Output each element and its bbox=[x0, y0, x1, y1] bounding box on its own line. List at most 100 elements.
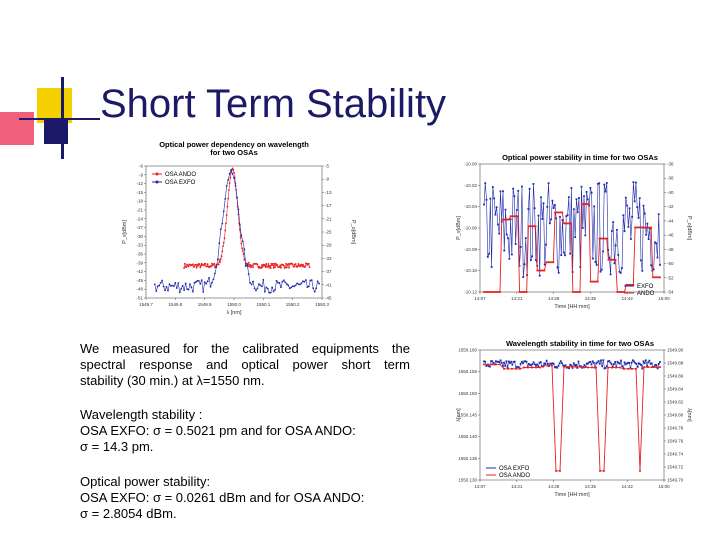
data-point bbox=[643, 366, 645, 369]
data-point bbox=[485, 365, 488, 367]
data-point bbox=[495, 206, 498, 209]
data-point bbox=[587, 362, 589, 365]
data-point bbox=[570, 222, 573, 225]
data-point bbox=[646, 365, 648, 368]
y-axis-label: P_v[dBm] bbox=[456, 216, 462, 240]
data-point bbox=[265, 263, 268, 265]
data-point bbox=[511, 367, 513, 370]
data-point bbox=[575, 363, 578, 366]
data-point bbox=[652, 268, 655, 271]
data-point bbox=[510, 360, 513, 363]
data-point bbox=[538, 361, 541, 364]
data-point bbox=[624, 363, 627, 366]
data-point bbox=[249, 263, 252, 266]
data-point bbox=[522, 362, 524, 365]
data-point bbox=[548, 261, 551, 264]
data-point bbox=[561, 211, 564, 214]
data-point bbox=[274, 288, 276, 291]
text-line: σ = 2.8054 dBm. bbox=[80, 506, 177, 521]
data-point bbox=[287, 284, 290, 287]
data-point bbox=[527, 225, 530, 228]
data-point bbox=[189, 283, 191, 286]
data-point bbox=[228, 172, 231, 175]
x-tick-label: 14:42 bbox=[622, 484, 634, 489]
data-point bbox=[632, 283, 635, 286]
text-line: OSA EXFO: σ = 0.5021 pm and for OSA ANDO… bbox=[80, 423, 356, 438]
data-point bbox=[570, 364, 573, 367]
data-point bbox=[486, 291, 489, 293]
data-point bbox=[614, 361, 617, 363]
x-tick-label: 14:21 bbox=[511, 296, 523, 301]
data-point bbox=[484, 360, 487, 363]
data-point bbox=[648, 359, 651, 362]
data-point bbox=[515, 215, 517, 218]
y-right-tick-label: -44 bbox=[667, 218, 674, 223]
data-point bbox=[642, 360, 645, 363]
data-point bbox=[543, 269, 546, 272]
data-point bbox=[579, 291, 581, 293]
data-point bbox=[618, 291, 621, 293]
data-point bbox=[238, 223, 241, 226]
data-point bbox=[615, 366, 617, 369]
data-point bbox=[206, 263, 209, 266]
data-point bbox=[627, 361, 630, 364]
data-point bbox=[215, 265, 218, 268]
data-point bbox=[555, 211, 558, 214]
data-point bbox=[219, 228, 222, 231]
data-point bbox=[183, 289, 186, 292]
data-point bbox=[294, 263, 297, 265]
data-point bbox=[534, 225, 537, 228]
data-point bbox=[297, 263, 300, 265]
data-point bbox=[635, 362, 638, 365]
data-point bbox=[217, 263, 220, 266]
data-point bbox=[520, 291, 523, 293]
y-right-tick-label: -42 bbox=[667, 204, 674, 209]
data-point bbox=[501, 365, 504, 368]
data-point bbox=[530, 364, 533, 367]
data-point bbox=[251, 264, 254, 267]
data-point bbox=[285, 266, 288, 269]
data-point bbox=[570, 187, 573, 189]
data-point bbox=[572, 362, 575, 365]
data-point bbox=[550, 218, 553, 221]
data-point bbox=[502, 190, 504, 193]
data-point bbox=[183, 262, 186, 265]
data-point bbox=[504, 365, 507, 367]
data-point bbox=[577, 291, 580, 293]
data-point bbox=[619, 366, 621, 369]
data-point bbox=[512, 187, 515, 190]
data-point bbox=[555, 366, 557, 368]
data-point bbox=[564, 254, 566, 257]
data-point bbox=[515, 367, 517, 370]
data-point bbox=[564, 364, 567, 367]
wavelength-stability-paragraph: Wavelength stability : OSA EXFO: σ = 0.5… bbox=[80, 407, 420, 455]
data-point bbox=[497, 223, 499, 226]
data-point bbox=[595, 280, 597, 283]
data-point bbox=[636, 206, 639, 209]
data-point bbox=[659, 263, 661, 266]
data-point bbox=[184, 282, 187, 285]
data-point bbox=[484, 182, 487, 185]
data-point bbox=[552, 207, 555, 209]
data-point bbox=[580, 203, 583, 205]
data-point bbox=[208, 276, 210, 279]
data-point bbox=[249, 281, 252, 284]
data-point bbox=[619, 271, 622, 274]
data-point bbox=[605, 237, 608, 240]
data-point bbox=[229, 176, 232, 179]
data-point bbox=[547, 364, 549, 367]
data-point bbox=[277, 281, 279, 284]
data-point bbox=[288, 267, 290, 269]
data-point bbox=[647, 366, 649, 369]
x-tick-label: 14:42 bbox=[622, 296, 634, 301]
data-point bbox=[282, 264, 285, 267]
data-point bbox=[517, 189, 520, 192]
data-point bbox=[559, 470, 561, 472]
data-point bbox=[491, 363, 493, 366]
data-point bbox=[644, 226, 647, 229]
data-point bbox=[566, 214, 569, 217]
data-point bbox=[610, 363, 613, 365]
data-point bbox=[655, 364, 658, 366]
data-point bbox=[648, 226, 651, 229]
data-point bbox=[539, 361, 542, 363]
